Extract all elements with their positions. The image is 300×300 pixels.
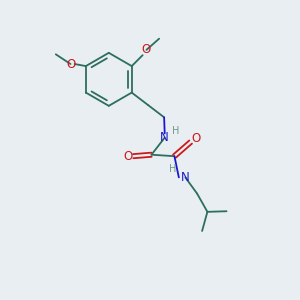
Text: H: H (169, 164, 177, 174)
Text: H: H (172, 126, 180, 136)
Text: O: O (191, 132, 200, 145)
Text: N: N (160, 131, 169, 144)
Text: O: O (142, 44, 151, 56)
Text: O: O (123, 150, 133, 163)
Text: N: N (181, 171, 190, 184)
Text: O: O (66, 58, 75, 70)
